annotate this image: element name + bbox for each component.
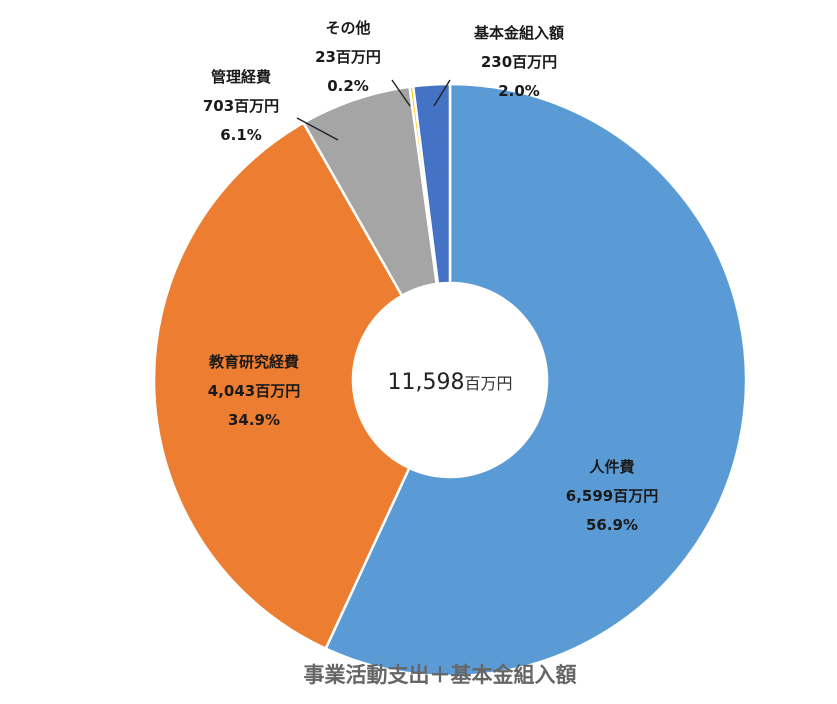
- slice-label-3: 管理経費 703百万円 6.1%: [203, 68, 279, 144]
- slice-label-percent: 2.0%: [498, 82, 540, 100]
- chart-title: 事業活動支出＋基本金組入額: [304, 663, 577, 687]
- slice-label-percent: 0.2%: [327, 77, 369, 95]
- leader-line-3: [296, 117, 339, 141]
- slice-5: [411, 82, 452, 286]
- center-total-label: 11,598百万円: [388, 370, 513, 395]
- slice-labels: 人件費 6,599百万円 56.9% 教育研究経費 4,043百万円 34.9% 管理経費 7…: [203, 19, 658, 534]
- leader-line-4: [391, 79, 411, 107]
- slice-label-4: その他 23百万円 0.2%: [315, 19, 381, 95]
- slice-label-name: 人件費: [589, 458, 634, 476]
- leader-line-5: [433, 79, 451, 107]
- slice-2: [152, 121, 411, 651]
- slice-label-value: 6,599百万円: [566, 487, 658, 505]
- center-total-unit: 百万円: [464, 374, 512, 393]
- slice-label-value: 23百万円: [315, 48, 381, 66]
- slice-label-percent: 34.9%: [228, 411, 280, 429]
- leader-lines: [296, 79, 451, 141]
- slice-label-name: その他: [325, 19, 370, 37]
- slice-label-name: 基本金組入額: [473, 24, 564, 42]
- slice-label-value: 230百万円: [481, 53, 557, 71]
- slice-label-value: 703百万円: [203, 97, 279, 115]
- slice-label-value: 4,043百万円: [208, 382, 300, 400]
- slice-label-percent: 56.9%: [586, 516, 638, 534]
- slice-label-5: 基本金組入額 230百万円 2.0%: [473, 24, 564, 100]
- slice-label-name: 管理経費: [211, 68, 271, 86]
- slice-label-percent: 6.1%: [220, 126, 262, 144]
- slice-label-name: 教育研究経費: [208, 353, 299, 371]
- slice-label-1: 人件費 6,599百万円 56.9%: [566, 458, 658, 534]
- center-total-value: 11,598: [388, 370, 465, 395]
- slice-1: [324, 82, 748, 678]
- slice-label-2: 教育研究経費 4,043百万円 34.9%: [208, 353, 300, 429]
